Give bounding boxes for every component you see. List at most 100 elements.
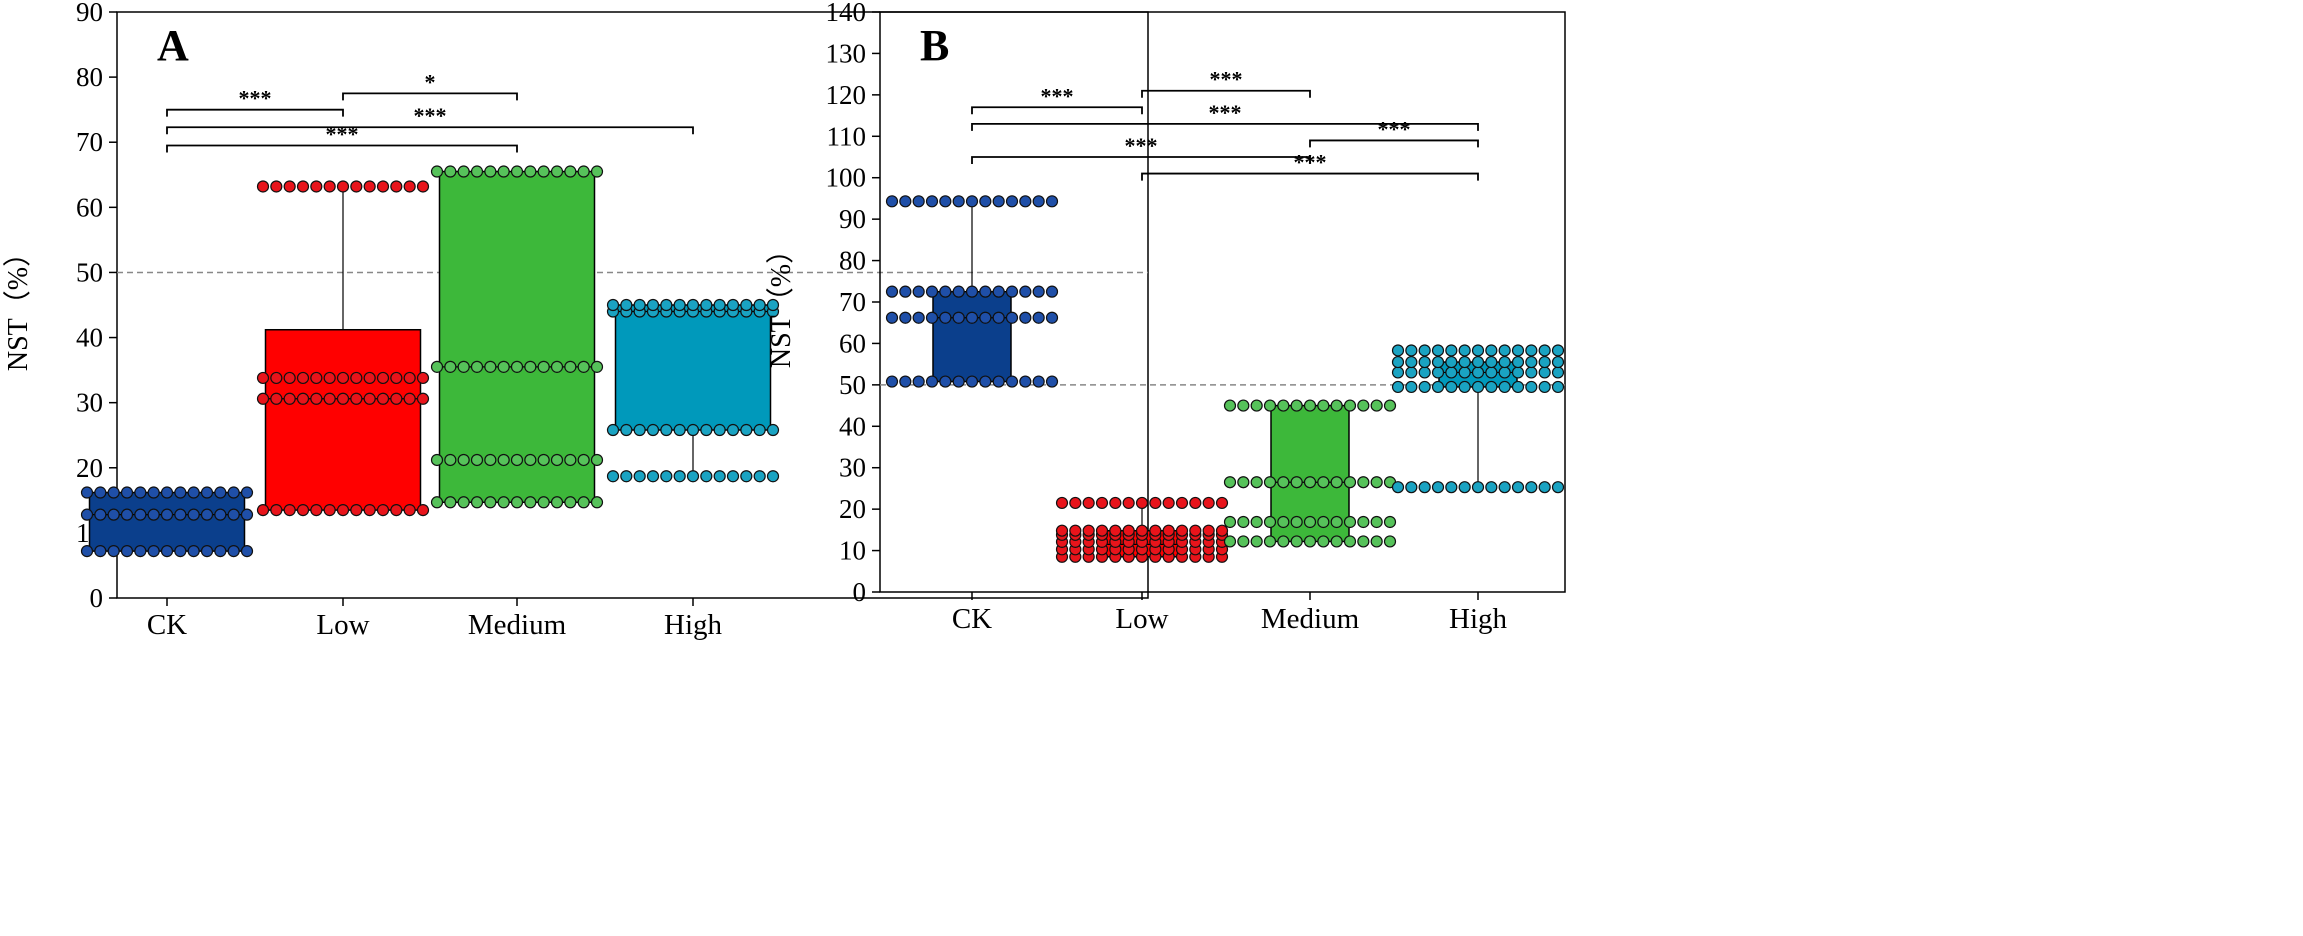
data-point xyxy=(1032,311,1045,324)
data-point xyxy=(200,508,214,521)
significance-bracket xyxy=(971,122,1479,131)
data-point xyxy=(1498,481,1511,494)
data-point xyxy=(1189,524,1202,537)
panel-label: B xyxy=(920,21,949,70)
data-point xyxy=(686,470,700,483)
data-point xyxy=(925,285,939,298)
data-point xyxy=(430,496,444,509)
data-point xyxy=(1418,344,1431,357)
data-point xyxy=(470,165,484,178)
data-point xyxy=(376,180,390,193)
data-point xyxy=(965,285,979,298)
significance-label: *** xyxy=(1041,83,1074,108)
x-tick-label-ck: CK xyxy=(952,603,992,635)
data-point xyxy=(283,504,296,517)
data-point xyxy=(1458,380,1471,394)
data-point xyxy=(577,453,590,467)
data-point xyxy=(94,508,107,521)
data-point xyxy=(363,504,376,517)
data-point xyxy=(270,371,283,385)
data-point xyxy=(1343,399,1357,412)
y-tick-label: 60 xyxy=(76,192,103,222)
data-point xyxy=(1250,515,1263,529)
data-point xyxy=(965,375,979,388)
data-point xyxy=(550,360,564,373)
data-point xyxy=(134,545,147,558)
data-point xyxy=(992,285,1005,298)
data-point xyxy=(350,180,363,193)
y-tick-label: 20 xyxy=(839,494,866,524)
data-point xyxy=(1391,481,1405,494)
x-tick-label-ck: CK xyxy=(147,609,187,641)
data-point xyxy=(1343,476,1357,489)
data-point xyxy=(94,545,107,558)
data-point xyxy=(885,285,899,298)
data-point xyxy=(1498,380,1511,394)
data-point xyxy=(336,180,350,193)
data-point xyxy=(270,180,283,193)
data-point xyxy=(336,504,350,517)
data-point xyxy=(1370,399,1383,412)
data-point xyxy=(457,496,470,509)
data-point xyxy=(296,504,310,517)
data-point xyxy=(686,298,700,312)
data-point xyxy=(1290,476,1303,489)
y-tick-label: 30 xyxy=(839,453,866,483)
data-point xyxy=(1162,524,1175,537)
significance-label: * xyxy=(425,69,436,94)
y-tick-label: 70 xyxy=(76,127,103,157)
data-point xyxy=(390,180,403,193)
data-point xyxy=(1511,481,1525,494)
data-point xyxy=(1005,285,1019,298)
data-point xyxy=(1538,380,1551,394)
data-point xyxy=(1223,535,1237,548)
data-point xyxy=(740,423,753,437)
data-point xyxy=(1317,399,1330,412)
data-point xyxy=(633,470,646,483)
data-point xyxy=(1055,524,1069,537)
data-point xyxy=(1303,535,1317,548)
data-point xyxy=(416,504,430,517)
data-point xyxy=(952,375,965,388)
data-point xyxy=(227,545,240,558)
data-point xyxy=(1485,481,1498,494)
y-axis-label: NST（%） xyxy=(765,236,797,368)
data-point xyxy=(1405,344,1418,357)
significance-label: *** xyxy=(326,121,359,146)
data-point xyxy=(1032,195,1045,208)
data-point xyxy=(256,371,270,385)
data-point xyxy=(1237,476,1250,489)
data-point xyxy=(1330,399,1343,412)
data-point xyxy=(160,486,174,499)
data-point xyxy=(577,165,590,178)
data-point xyxy=(363,371,376,385)
significance-label: *** xyxy=(239,86,272,111)
data-point xyxy=(134,508,147,521)
data-point xyxy=(256,392,270,405)
data-point xyxy=(1223,399,1237,412)
data-point xyxy=(1005,311,1019,324)
data-point xyxy=(160,508,174,521)
data-point xyxy=(1317,535,1330,548)
data-point xyxy=(174,508,187,521)
data-point xyxy=(1263,476,1277,489)
data-point xyxy=(214,486,227,499)
x-tick-label-low: Low xyxy=(316,609,369,641)
data-point xyxy=(497,453,510,467)
chart-panel-b: 0 10 20 30 40 50 60 70 80 90 100 110 120 130 140 NST（%）… xyxy=(765,0,1566,635)
x-tick-label-high: High xyxy=(664,609,723,641)
data-point xyxy=(256,180,270,193)
data-point xyxy=(1383,399,1397,412)
data-point xyxy=(726,423,740,437)
data-point xyxy=(1290,535,1303,548)
data-point xyxy=(470,496,484,509)
data-point xyxy=(1277,535,1290,548)
data-point xyxy=(1095,524,1109,537)
data-point xyxy=(187,486,200,499)
data-point xyxy=(1551,344,1565,357)
data-point xyxy=(524,453,537,467)
data-point xyxy=(1055,496,1069,510)
data-point xyxy=(726,470,740,483)
data-point xyxy=(606,423,620,437)
